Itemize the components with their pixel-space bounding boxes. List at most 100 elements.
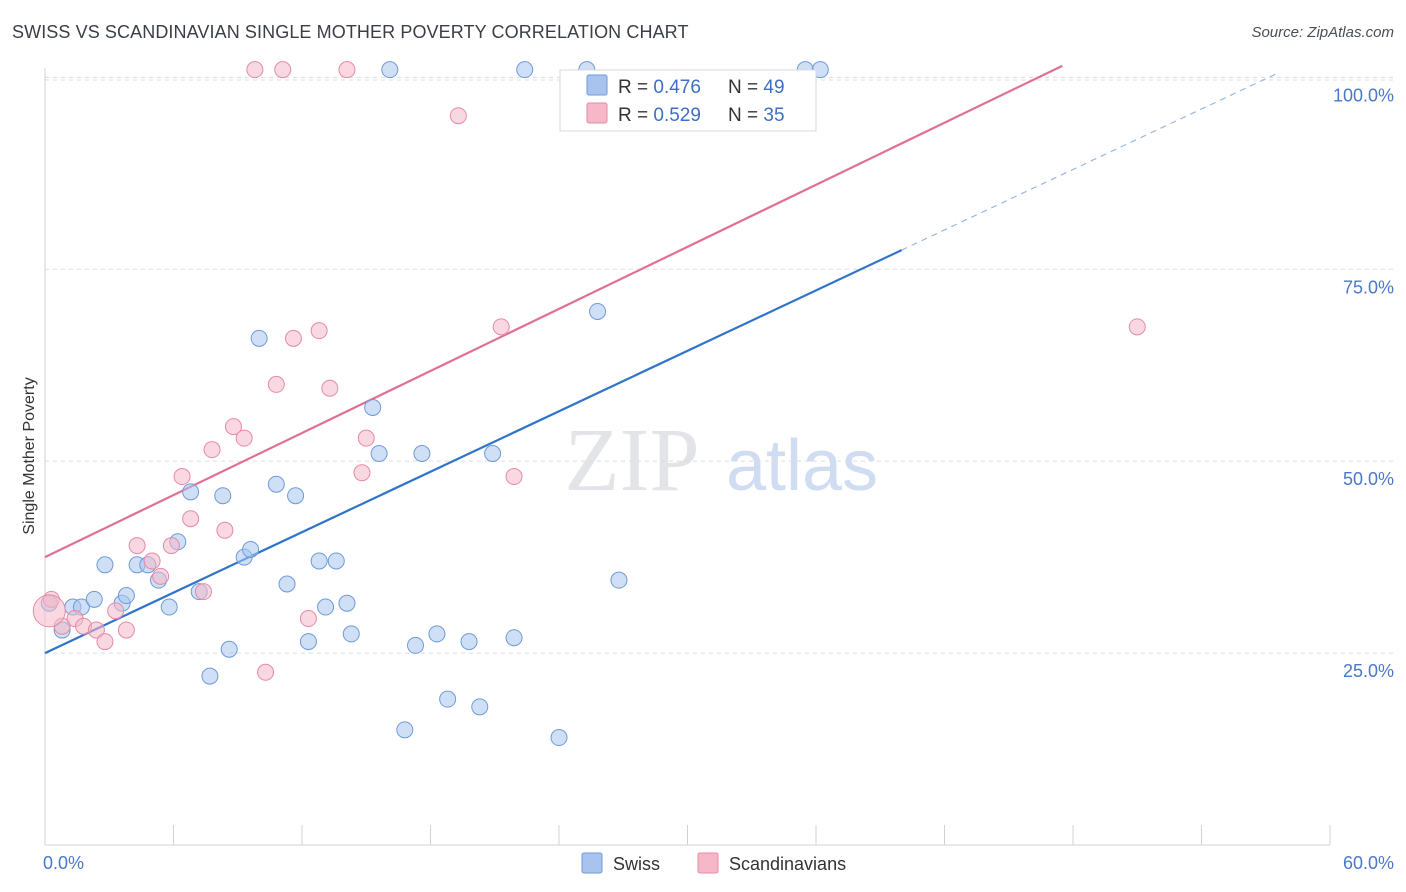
point-swiss bbox=[327, 552, 345, 570]
data-points bbox=[32, 61, 1146, 747]
legend-scand-r-value: 0.529 bbox=[653, 105, 701, 126]
point-swiss bbox=[117, 587, 135, 605]
legend-swiss-n: N = 49 bbox=[728, 77, 785, 98]
point-swiss bbox=[550, 729, 568, 747]
point-swiss bbox=[505, 629, 523, 647]
point-scandinavians bbox=[284, 329, 302, 347]
y-axis-label: Single Mother Poverty bbox=[21, 377, 38, 534]
point-scandinavians bbox=[310, 322, 328, 340]
point-scandinavians bbox=[257, 663, 275, 681]
x-tick-label-min: 0.0% bbox=[43, 853, 84, 873]
y-tick-label: 100.0% bbox=[1333, 85, 1394, 105]
trendline-swiss bbox=[44, 249, 903, 655]
bottom-legend-swatch-swiss bbox=[581, 852, 603, 874]
point-scandinavians bbox=[321, 379, 339, 397]
legend-swiss-r-value: 0.476 bbox=[653, 77, 701, 98]
bottom-legend-swatch-scandinavians bbox=[697, 852, 719, 874]
point-scandinavians bbox=[235, 429, 253, 447]
bottom-legend-swiss: Swiss bbox=[613, 854, 660, 874]
point-scandinavians bbox=[107, 602, 125, 620]
trendline-extension-swiss bbox=[901, 73, 1277, 251]
point-swiss bbox=[338, 594, 356, 612]
legend-scand-r-label: R = bbox=[618, 105, 653, 126]
point-scandinavians bbox=[152, 567, 170, 585]
point-scandinavians bbox=[87, 621, 105, 639]
point-scandinavians bbox=[492, 318, 510, 336]
legend-scand-n-label: N = bbox=[728, 105, 763, 126]
chart-source: Source: ZipAtlas.com bbox=[1251, 24, 1394, 41]
point-swiss bbox=[516, 61, 534, 79]
trend-lines bbox=[44, 64, 1277, 655]
legend-scand-n-value: 35 bbox=[763, 105, 784, 126]
point-scandinavians bbox=[32, 594, 66, 628]
point-scandinavians bbox=[203, 441, 221, 459]
point-scandinavians bbox=[216, 521, 234, 539]
legend-swiss-n-value: 49 bbox=[763, 77, 784, 98]
point-scandinavians bbox=[357, 429, 375, 447]
point-swiss bbox=[471, 698, 489, 716]
point-swiss bbox=[287, 487, 305, 505]
point-scandinavians bbox=[449, 107, 467, 125]
bottom-legend-scandinavians: Scandinavians bbox=[729, 854, 846, 874]
point-scandinavians bbox=[96, 633, 114, 651]
trendline-scandinavians bbox=[44, 64, 1063, 559]
point-swiss bbox=[439, 690, 457, 708]
bottom-legend: Swiss Scandinavians bbox=[581, 852, 846, 874]
point-scandinavians bbox=[246, 61, 264, 79]
point-swiss bbox=[201, 667, 219, 685]
point-scandinavians bbox=[143, 552, 161, 570]
point-swiss bbox=[317, 598, 335, 616]
legend: R = 0.476 N = 49 R = 0.529 N = 35 bbox=[559, 69, 817, 132]
legend-scand-stats: R = 0.529 bbox=[618, 105, 701, 126]
chart-title: SWISS VS SCANDINAVIAN SINGLE MOTHER POVE… bbox=[12, 22, 689, 42]
grid bbox=[45, 76, 1395, 654]
axes: 25.0% 50.0% 75.0% 100.0% 0.0% 60.0% bbox=[43, 68, 1394, 873]
point-swiss bbox=[310, 552, 328, 570]
point-swiss bbox=[160, 598, 178, 616]
legend-scand-n: N = 35 bbox=[728, 105, 785, 126]
point-swiss bbox=[242, 540, 260, 558]
y-tick-label: 25.0% bbox=[1343, 661, 1394, 681]
point-swiss bbox=[182, 483, 200, 501]
point-swiss bbox=[589, 302, 607, 320]
point-scandinavians bbox=[182, 510, 200, 528]
legend-swiss-stats: R = 0.476 bbox=[618, 77, 701, 98]
point-swiss bbox=[610, 571, 628, 589]
point-scandinavians bbox=[117, 621, 135, 639]
point-swiss bbox=[364, 398, 382, 416]
point-scandinavians bbox=[505, 468, 523, 486]
point-swiss bbox=[407, 636, 425, 654]
y-tick-label: 50.0% bbox=[1343, 469, 1394, 489]
point-swiss bbox=[214, 487, 232, 505]
point-swiss bbox=[96, 556, 114, 574]
point-swiss bbox=[381, 61, 399, 79]
point-swiss bbox=[250, 329, 268, 347]
point-swiss bbox=[413, 445, 431, 462]
point-swiss bbox=[267, 475, 285, 493]
legend-swatch-scandinavians bbox=[586, 102, 608, 124]
point-swiss bbox=[428, 625, 446, 643]
point-scandinavians bbox=[173, 468, 191, 486]
watermark-zip: ZIP bbox=[565, 411, 700, 510]
point-scandinavians bbox=[267, 375, 285, 393]
point-swiss bbox=[278, 575, 296, 593]
point-scandinavians bbox=[194, 583, 212, 601]
point-scandinavians bbox=[274, 61, 292, 79]
point-scandinavians bbox=[299, 610, 317, 628]
point-swiss bbox=[370, 445, 388, 462]
point-scandinavians bbox=[338, 61, 356, 79]
x-tick-label-max: 60.0% bbox=[1343, 853, 1394, 873]
point-scandinavians bbox=[353, 464, 371, 482]
point-swiss bbox=[396, 721, 414, 739]
point-swiss bbox=[85, 590, 103, 608]
y-tick-label: 75.0% bbox=[1343, 277, 1394, 297]
point-scandinavians bbox=[162, 537, 180, 555]
legend-swiss-n-label: N = bbox=[728, 77, 763, 98]
point-swiss bbox=[484, 445, 502, 462]
point-swiss bbox=[299, 633, 317, 651]
point-swiss bbox=[220, 640, 238, 658]
point-swiss bbox=[460, 633, 478, 651]
point-scandinavians bbox=[1128, 318, 1146, 336]
watermark-atlas: atlas bbox=[726, 426, 878, 506]
